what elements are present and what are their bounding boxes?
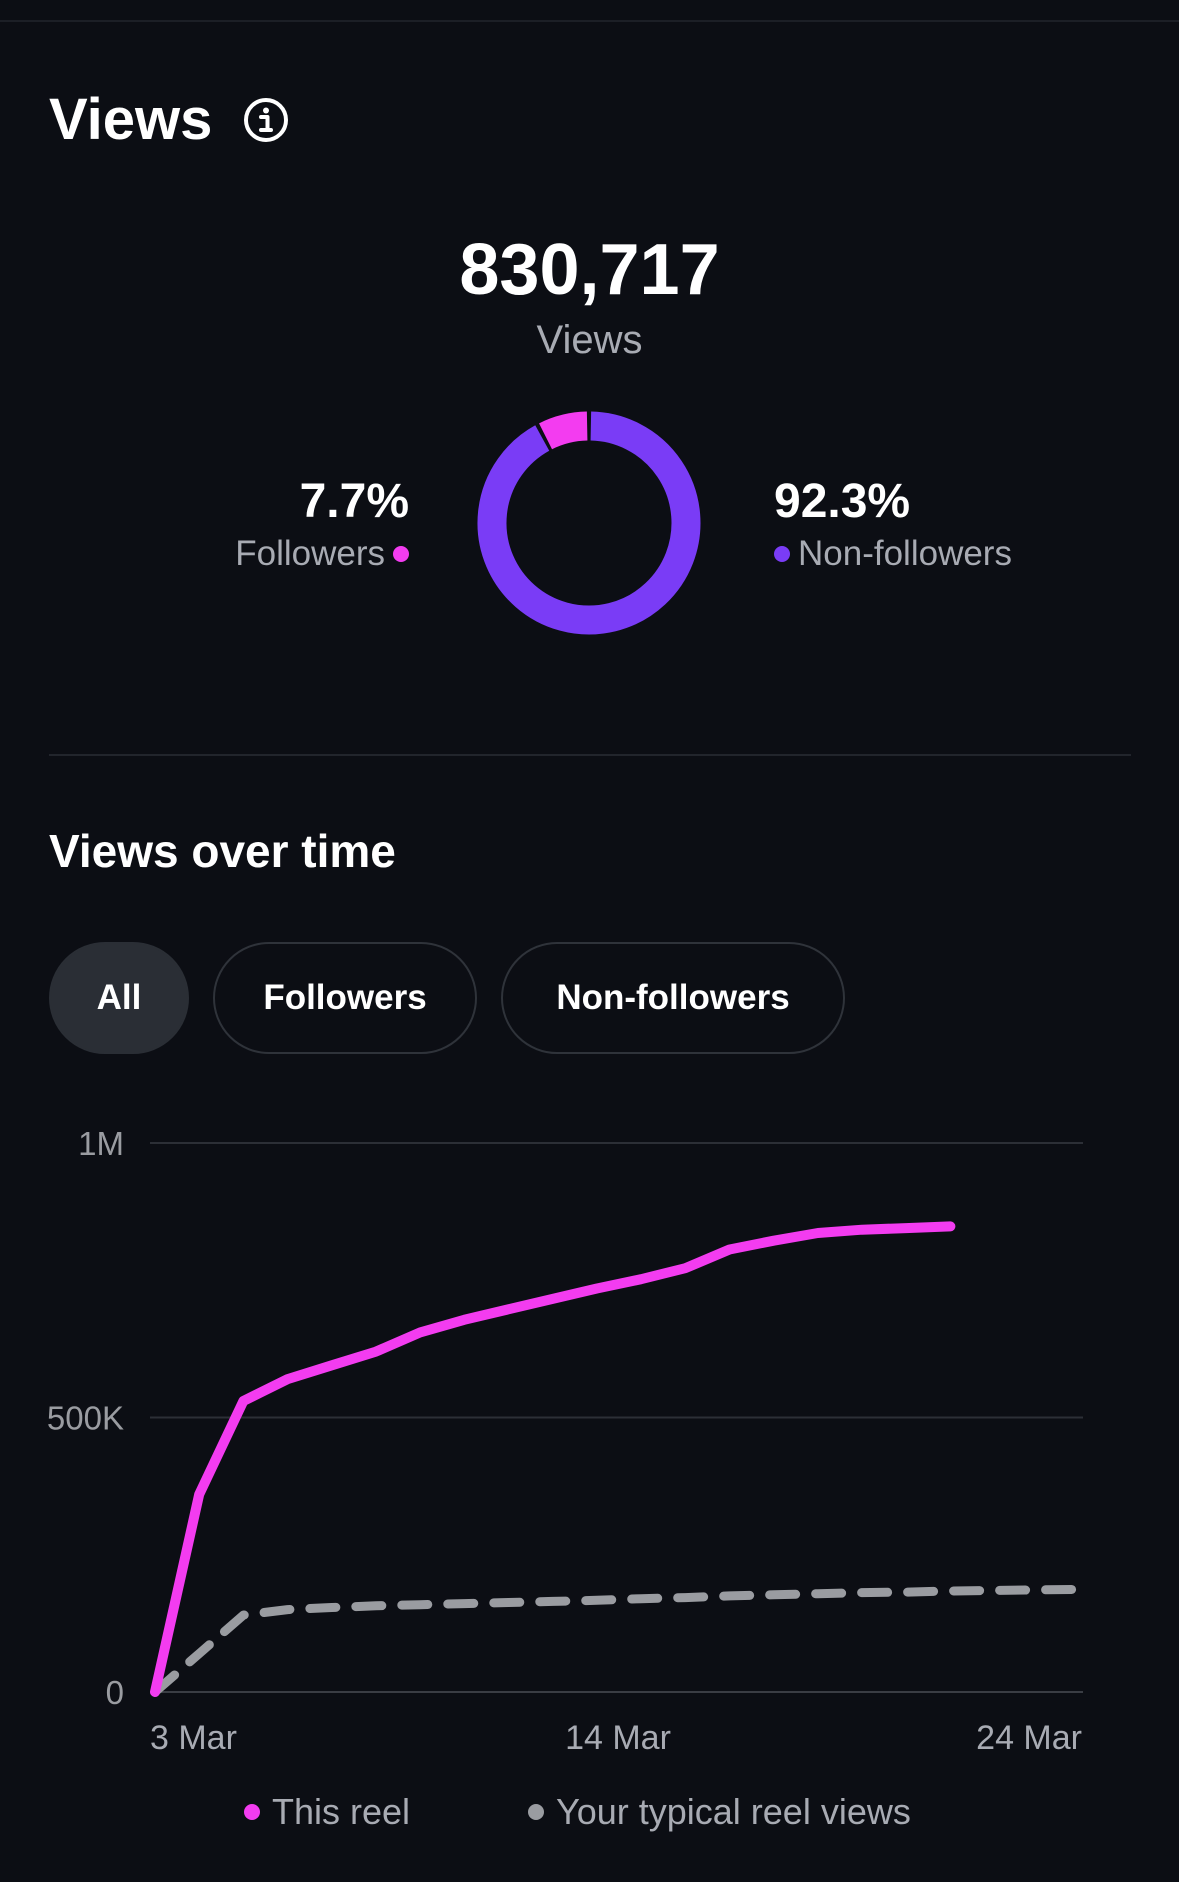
donut-segment-followers <box>539 411 588 450</box>
followers-label: Followers <box>235 534 385 573</box>
followers-legend-dot <box>393 546 409 562</box>
section-title: Views <box>49 87 213 152</box>
series-line-typical-views <box>150 1584 1088 1697</box>
section-divider <box>49 754 1131 756</box>
views-over-time-chart: 1M 500K 0 3 Mar 14 Mar 24 Mar <box>47 1125 1088 1757</box>
views-over-time-title: Views over time <box>49 825 396 877</box>
legend-label-this-reel: This reel <box>272 1791 411 1832</box>
filter-chip-all[interactable]: All <box>49 942 189 1054</box>
total-views-label: Views <box>536 318 643 362</box>
legend-this-reel: This reel <box>244 1790 410 1834</box>
y-tick-label: 0 <box>106 1674 124 1711</box>
filter-chip-followers[interactable]: Followers <box>213 942 477 1054</box>
y-tick-label: 1M <box>78 1125 124 1162</box>
total-views-value: 830,717 <box>459 230 720 310</box>
x-tick-label: 14 Mar <box>565 1719 671 1757</box>
info-circle-icon[interactable] <box>242 96 290 144</box>
y-tick-label: 500K <box>47 1400 124 1437</box>
legend-dot-typical-views <box>528 1804 544 1820</box>
non-followers-stat: 92.3% Non-followers <box>774 472 1012 576</box>
audience-donut-chart <box>477 411 701 635</box>
followers-stat: 7.7% Followers <box>235 472 409 576</box>
top-divider <box>0 20 1179 22</box>
legend-typical-reel-views: Your typical reel views <box>528 1790 911 1834</box>
series-line-this-reel <box>150 1221 956 1697</box>
non-followers-legend-dot <box>774 546 790 562</box>
non-followers-percent: 92.3% <box>774 475 911 528</box>
x-tick-label: 3 Mar <box>150 1719 237 1757</box>
x-tick-label: 24 Mar <box>976 1719 1082 1757</box>
filter-chip-non-followers[interactable]: Non-followers <box>501 942 845 1054</box>
followers-percent: 7.7% <box>299 475 409 528</box>
legend-dot-this-reel <box>244 1804 260 1820</box>
donut-segment-non-followers <box>477 411 701 635</box>
non-followers-label: Non-followers <box>798 534 1012 573</box>
legend-label-typical-views: Your typical reel views <box>556 1791 911 1832</box>
